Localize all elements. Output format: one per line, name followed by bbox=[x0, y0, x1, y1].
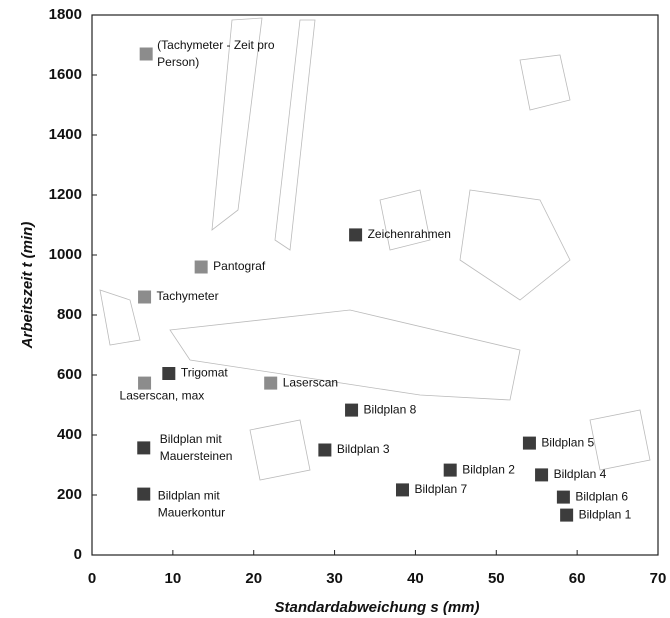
point-label: Bildplan mit bbox=[160, 432, 223, 446]
x-tick-label: 40 bbox=[407, 570, 424, 587]
point bbox=[138, 376, 152, 390]
point-label: Mauersteinen bbox=[160, 449, 233, 463]
background-drawing bbox=[99, 17, 651, 481]
point-label: Bildplan 5 bbox=[541, 435, 594, 449]
point bbox=[318, 443, 332, 457]
point bbox=[349, 228, 363, 242]
y-tick-label: 200 bbox=[57, 486, 82, 503]
point-label: Pantograf bbox=[213, 259, 266, 273]
point bbox=[443, 463, 457, 477]
point bbox=[535, 468, 549, 482]
point bbox=[560, 508, 574, 522]
point-label: Bildplan 2 bbox=[462, 462, 515, 476]
point-label: Bildplan 6 bbox=[575, 489, 628, 503]
x-tick-label: 30 bbox=[326, 570, 343, 587]
point-label: Trigomat bbox=[181, 366, 229, 380]
point-label: Bildplan 8 bbox=[364, 402, 417, 416]
point bbox=[137, 487, 151, 501]
point bbox=[395, 483, 409, 497]
y-tick-label: 0 bbox=[74, 546, 82, 563]
plot-frame bbox=[91, 14, 659, 556]
x-tick-label: 50 bbox=[488, 570, 505, 587]
x-tick-label: 10 bbox=[165, 570, 182, 587]
y-tick-label: 800 bbox=[57, 306, 82, 323]
y-tick-label: 1800 bbox=[49, 6, 82, 23]
point-label: (Tachymeter - Zeit pro bbox=[157, 38, 275, 52]
point-label: Bildplan 4 bbox=[554, 467, 607, 481]
x-axis-title: Standardabweichung s (mm) bbox=[274, 599, 479, 616]
point bbox=[139, 47, 153, 61]
y-tick-label: 1600 bbox=[49, 66, 82, 83]
point bbox=[264, 376, 278, 390]
y-tick-label: 600 bbox=[57, 366, 82, 383]
y-tick-label: 1400 bbox=[49, 126, 82, 143]
point-label: Bildplan 1 bbox=[579, 507, 632, 521]
point bbox=[194, 260, 208, 274]
point-label: Laserscan, max bbox=[120, 388, 205, 402]
y-tick-label: 1200 bbox=[49, 186, 82, 203]
point bbox=[137, 441, 151, 455]
point-label: Bildplan mit bbox=[158, 488, 221, 502]
y-axis-title: Arbeitszeit t (min) bbox=[19, 222, 36, 350]
point-label: Tachymeter bbox=[157, 289, 219, 303]
point bbox=[556, 490, 570, 504]
x-tick-label: 70 bbox=[650, 570, 667, 587]
point-label: Laserscan bbox=[283, 375, 338, 389]
point-label: Mauerkontur bbox=[158, 505, 225, 519]
point bbox=[522, 436, 536, 450]
point-label: Person) bbox=[157, 55, 199, 69]
point-label: Zeichenrahmen bbox=[368, 227, 451, 241]
point-label: Bildplan 3 bbox=[337, 442, 390, 456]
y-tick-label: 1000 bbox=[49, 246, 82, 263]
y-tick-label: 400 bbox=[57, 426, 82, 443]
point bbox=[162, 367, 176, 380]
point bbox=[138, 290, 152, 304]
x-tick-label: 60 bbox=[569, 570, 586, 587]
x-tick-label: 20 bbox=[245, 570, 262, 587]
x-tick-label: 0 bbox=[88, 570, 96, 587]
point bbox=[345, 403, 359, 417]
point-label: Bildplan 7 bbox=[414, 482, 467, 496]
